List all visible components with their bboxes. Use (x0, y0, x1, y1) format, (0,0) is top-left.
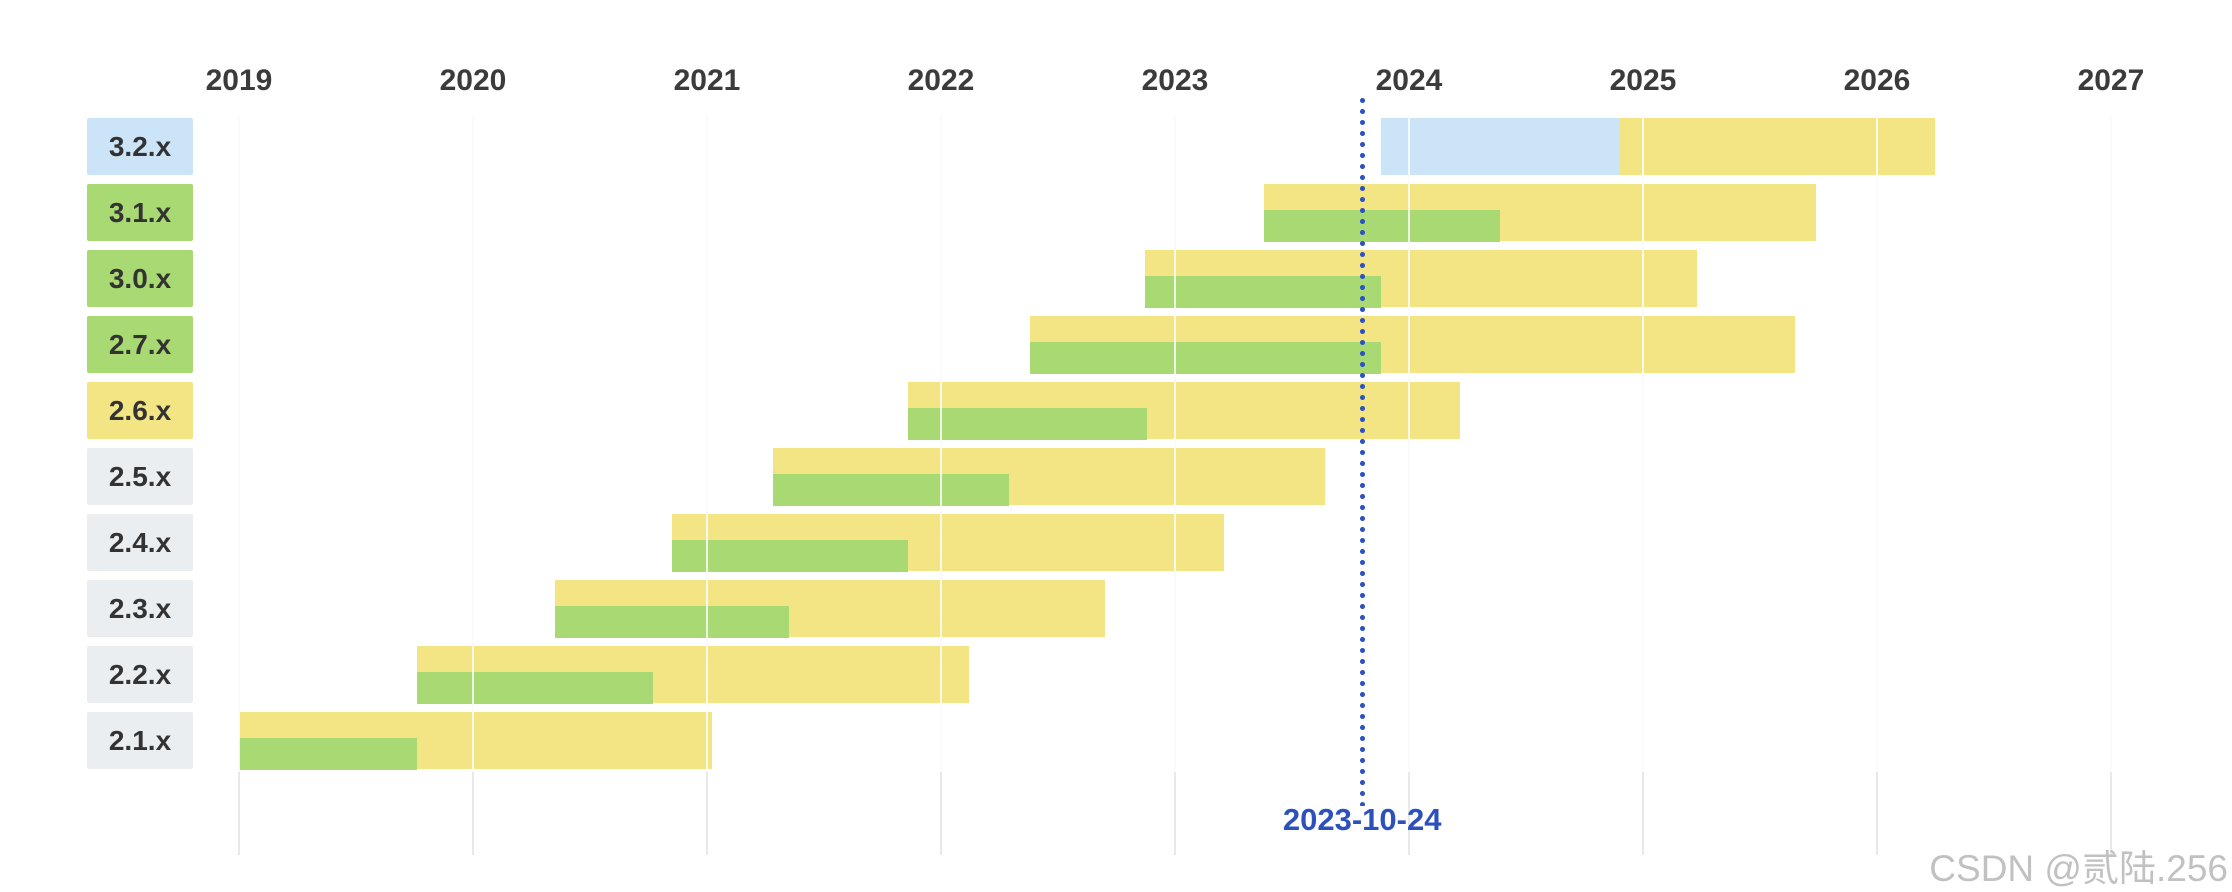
gridline-overlay (1408, 115, 1410, 772)
version-label: 2.4.x (87, 514, 193, 571)
version-label: 3.1.x (87, 184, 193, 241)
year-tick-label: 2023 (1141, 64, 1209, 97)
year-tick-label: 2020 (439, 64, 507, 97)
watermark: CSDN @贰陆.256 (1929, 848, 2228, 889)
gridline-overlay (1174, 115, 1176, 772)
today-marker-label: 2023-10-24 (1282, 802, 1442, 837)
support-bar (1619, 118, 1936, 175)
year-tick-label: 2026 (1843, 64, 1911, 97)
version-label: 2.2.x (87, 646, 193, 703)
oss-bar (908, 408, 1147, 440)
oss-bar (1144, 276, 1381, 308)
gridline-overlay (1876, 115, 1878, 772)
year-tick-label: 2021 (673, 64, 741, 97)
gridline-overlay (1642, 115, 1644, 772)
version-label: 3.2.x (87, 118, 193, 175)
gridline-overlay (2110, 115, 2112, 772)
version-label: 2.3.x (87, 580, 193, 637)
oss-bar (1029, 342, 1381, 374)
version-label: 2.7.x (87, 316, 193, 373)
today-marker-line (1360, 98, 1366, 806)
version-label: 2.5.x (87, 448, 193, 505)
year-tick-label: 2025 (1609, 64, 1677, 97)
oss-bar (239, 738, 417, 770)
gridline-overlay (238, 115, 240, 772)
gridline-overlay (706, 115, 708, 772)
year-tick-label: 2027 (2077, 64, 2145, 97)
year-tick-label: 2022 (907, 64, 975, 97)
gridline-overlay (940, 115, 942, 772)
upcoming-bar (1380, 118, 1620, 175)
oss-bar (1263, 210, 1501, 242)
oss-bar (416, 672, 654, 704)
oss-bar (671, 540, 909, 572)
gridline-overlay (472, 115, 474, 772)
version-label: 2.1.x (87, 712, 193, 769)
year-tick-label: 2019 (205, 64, 273, 97)
version-label: 2.6.x (87, 382, 193, 439)
version-label: 3.0.x (87, 250, 193, 307)
oss-bar (772, 474, 1009, 506)
year-tick-label: 2024 (1375, 64, 1443, 97)
oss-bar (554, 606, 789, 638)
